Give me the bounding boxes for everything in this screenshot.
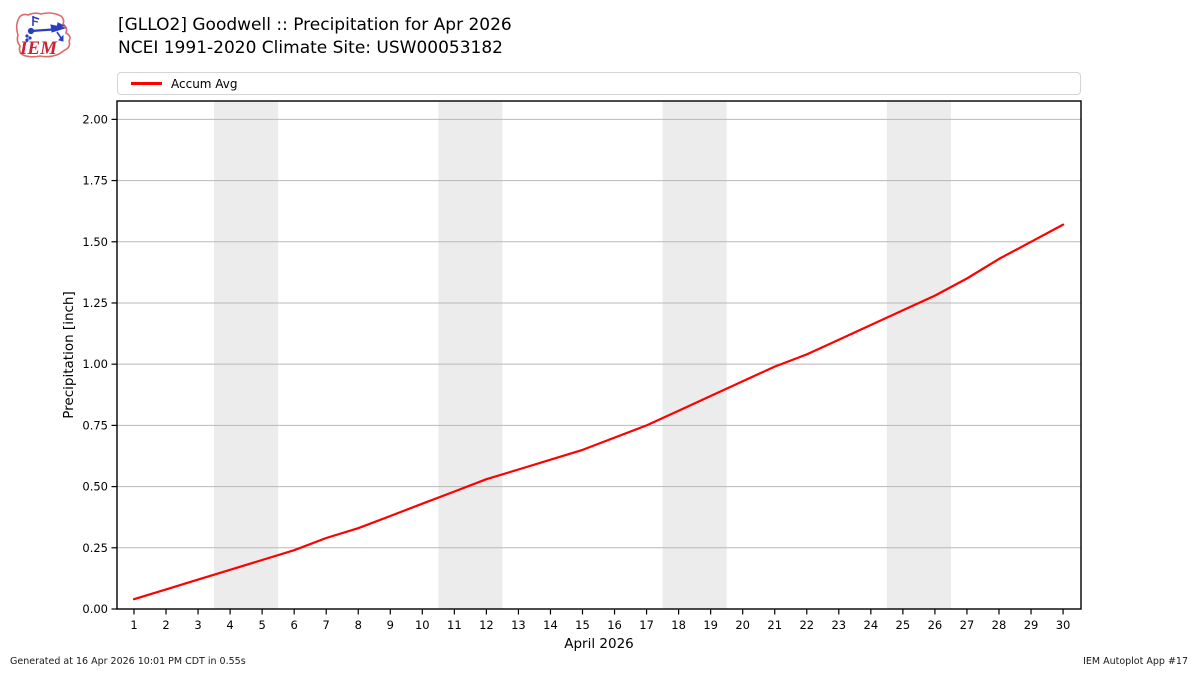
x-tick-label: 28: [992, 618, 1007, 632]
weather-vane-icon: [25, 16, 67, 42]
y-tick-label: 0.75: [82, 418, 108, 432]
legend-label: Accum Avg: [171, 76, 238, 91]
x-tick-label: 21: [767, 618, 782, 632]
weekend-band: [662, 101, 727, 609]
x-axis-ticks: 1 2 3 4 5 6 7 8 9 10 11 12 13 14 15 16 17 18 19 20 21 22 23 24 2…: [130, 609, 1070, 632]
y-tick-label: 1.75: [82, 174, 108, 188]
x-tick-label: 7: [323, 618, 330, 632]
x-tick-label: 10: [415, 618, 430, 632]
legend-line-sample: [131, 82, 162, 85]
x-tick-label: 14: [543, 618, 558, 632]
y-tick-label: 1.00: [82, 357, 108, 371]
x-tick-label: 25: [896, 618, 911, 632]
x-tick-label: 18: [671, 618, 686, 632]
weekend-band: [886, 101, 951, 609]
accum-avg-line: [132, 223, 1065, 601]
x-tick-label: 19: [703, 618, 718, 632]
x-tick-label: 23: [831, 618, 846, 632]
x-tick-label: 1: [130, 618, 137, 632]
x-tick-label: 17: [639, 618, 654, 632]
weekend-band: [438, 101, 503, 609]
y-axis-label: Precipitation [inch]: [61, 291, 77, 419]
x-tick-label: 26: [928, 618, 943, 632]
x-tick-label: 22: [799, 618, 814, 632]
x-axis-label: April 2026: [564, 636, 634, 652]
chart-subtitle: NCEI 1991-2020 Climate Site: USW00053182: [118, 38, 503, 58]
x-tick-label: 13: [511, 618, 526, 632]
x-tick-label: 4: [226, 618, 233, 632]
plot-border: [116, 100, 1082, 610]
title-block: [GLLO2] Goodwell :: Precipitation for Ap…: [118, 14, 512, 60]
generated-timestamp: Generated at 16 Apr 2026 10:01 PM CDT in…: [10, 656, 246, 667]
x-tick-label: 20: [735, 618, 750, 632]
app-credit: IEM Autoplot App #17: [1083, 656, 1188, 667]
x-tick-label: 30: [1056, 618, 1071, 632]
x-tick-label: 29: [1024, 618, 1039, 632]
y-tick-label: 0.50: [82, 480, 108, 494]
x-tick-label: 24: [864, 618, 879, 632]
y-tick-label: 1.50: [82, 235, 108, 249]
chart-title: [GLLO2] Goodwell :: Precipitation for Ap…: [118, 15, 512, 35]
y-axis-ticks: 0.00 0.25 0.50 0.75 1.00 1.25 1.50 1.75 2.00: [82, 112, 117, 616]
x-tick-label: 6: [291, 618, 298, 632]
y-tick-label: 0.00: [82, 602, 108, 616]
y-tick-label: 0.25: [82, 541, 108, 555]
y-tick-label: 2.00: [82, 112, 108, 126]
legend: Accum Avg: [117, 72, 1081, 95]
x-tick-label: 2: [162, 618, 169, 632]
x-tick-label: 16: [607, 618, 622, 632]
iem-logo: IEM: [8, 5, 80, 63]
x-tick-label: 27: [960, 618, 975, 632]
weekend-band: [214, 101, 279, 609]
iowa-outline-icon: IEM: [15, 12, 71, 59]
x-tick-label: 11: [447, 618, 462, 632]
weekend-bands: [214, 101, 951, 609]
x-tick-label: 9: [387, 618, 394, 632]
x-tick-label: 8: [355, 618, 362, 632]
x-tick-label: 3: [194, 618, 201, 632]
x-tick-label: 5: [258, 618, 265, 632]
x-tick-label: 12: [479, 618, 494, 632]
iem-logo-text: IEM: [19, 38, 58, 59]
x-tick-label: 15: [575, 618, 590, 632]
y-tick-label: 1.25: [82, 296, 108, 310]
